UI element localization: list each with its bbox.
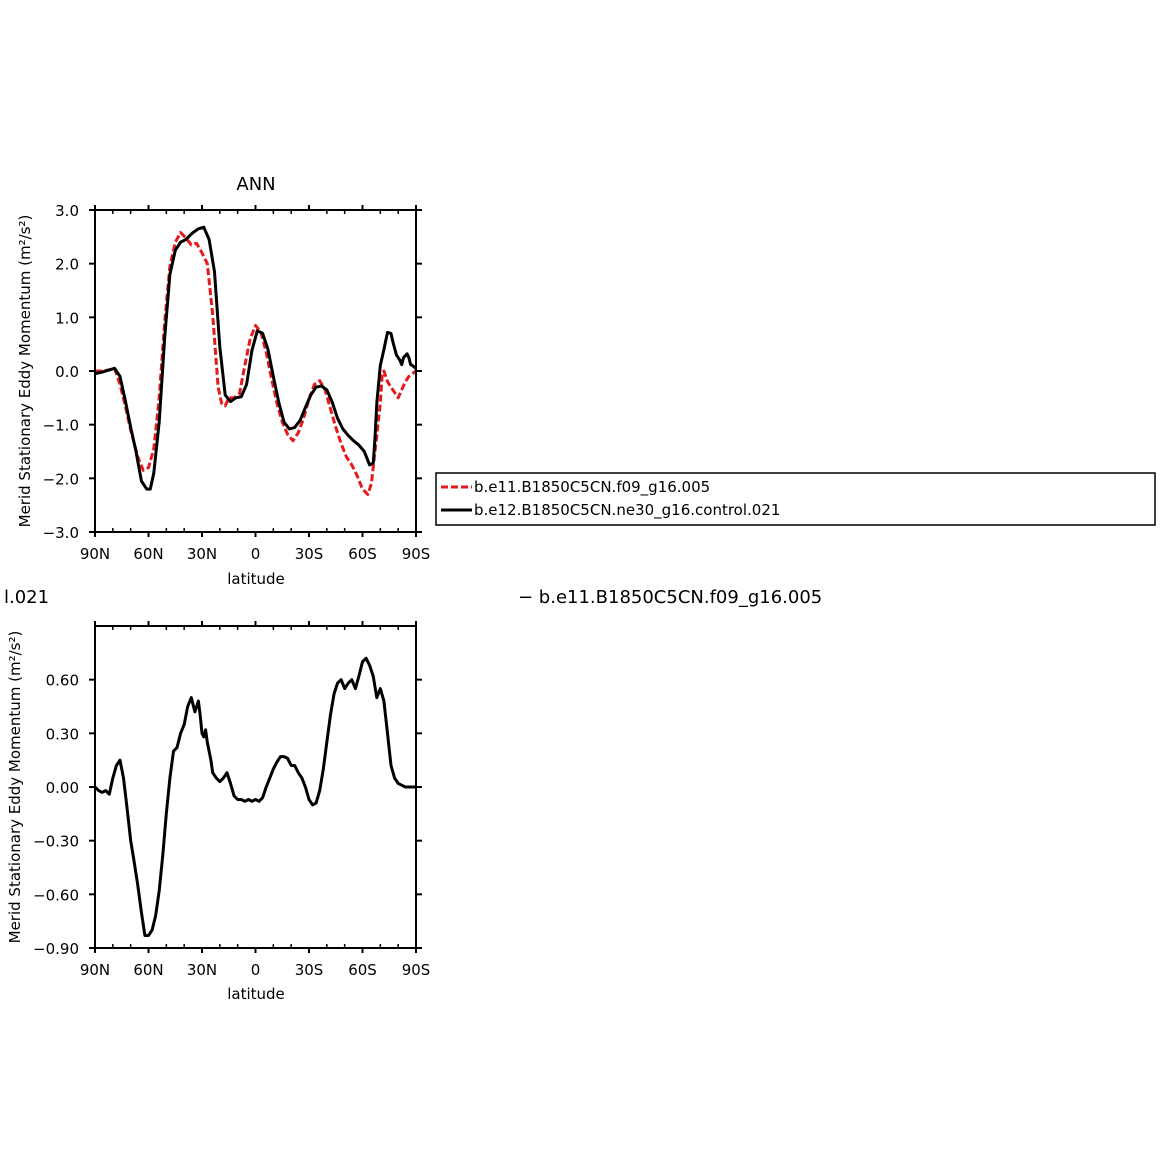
x-tick-label: 30S xyxy=(295,545,324,563)
y-tick-label: 0.0 xyxy=(55,363,79,381)
series-line-2 xyxy=(94,225,417,491)
top-chart-title: ANN xyxy=(236,174,275,195)
x-tick-label: 30N xyxy=(187,961,217,979)
x-tick-label: 0 xyxy=(251,961,261,979)
y-tick-label: 0.00 xyxy=(46,779,79,797)
partial-right-label: − b.e11.B1850C5CN.f09_g16.005 xyxy=(518,587,822,608)
y-tick-label: 0.60 xyxy=(46,672,79,690)
legend: b.e11.B1850C5CN.f09_g16.005 b.e12.B1850C… xyxy=(435,472,1156,526)
y-tick-label: −2.0 xyxy=(43,470,79,488)
y-tick-label: −0.90 xyxy=(33,940,79,958)
x-tick-label: 90S xyxy=(402,961,431,979)
legend-label-series-2: b.e12.B1850C5CN.ne30_g16.control.021 xyxy=(474,501,780,520)
partial-left-label: l.021 xyxy=(4,587,49,608)
top-chart-ylabel: Merid Stationary Eddy Momentum (m²/s²) xyxy=(16,215,34,528)
top-chart-plot-frame xyxy=(94,209,417,533)
legend-label-series-1: b.e11.B1850C5CN.f09_g16.005 xyxy=(474,478,710,497)
y-tick-label: −3.0 xyxy=(43,524,79,542)
bottom-chart-panel: 90N 60N 30N 0 30S 60S 90S 0.60 0.30 0.00 −0.30 −0.6… xyxy=(6,621,430,1003)
x-tick-label: 90N xyxy=(80,545,110,563)
x-tick-label: 60N xyxy=(133,545,163,563)
x-tick-label: 60S xyxy=(348,961,377,979)
x-tick-label: 90S xyxy=(402,545,431,563)
top-chart-series-group xyxy=(94,225,417,496)
y-tick-label: −0.30 xyxy=(33,833,79,851)
bottom-chart-xlabel: latitude xyxy=(227,985,285,1003)
x-tick-label: 60N xyxy=(133,961,163,979)
y-tick-label: −0.60 xyxy=(33,886,79,904)
y-tick-label: 1.0 xyxy=(55,309,79,327)
y-tick-label: −1.0 xyxy=(43,417,79,435)
bottom-chart-plot-frame xyxy=(94,625,417,949)
x-tick-label: 30N xyxy=(187,545,217,563)
top-chart-panel: ANN 90N 60N 30N 0 30S 60S 90S 3.0 2.0 1.0 0.0 −1.0 −… xyxy=(16,174,430,588)
y-tick-label: 3.0 xyxy=(55,202,79,220)
bottom-chart-ylabel: Merid Stationary Eddy Momentum (m²/s²) xyxy=(6,631,24,944)
bottom-chart-series-group xyxy=(93,656,416,937)
y-tick-label: 2.0 xyxy=(55,256,79,274)
x-tick-label: 90N xyxy=(80,961,110,979)
top-chart-xlabel: latitude xyxy=(227,570,285,588)
legend-box xyxy=(435,472,1156,526)
x-tick-label: 60S xyxy=(348,545,377,563)
y-tick-label: 0.30 xyxy=(46,725,79,743)
series-line-1 xyxy=(93,656,416,937)
x-tick-label: 30S xyxy=(295,961,324,979)
x-tick-label: 0 xyxy=(251,545,261,563)
